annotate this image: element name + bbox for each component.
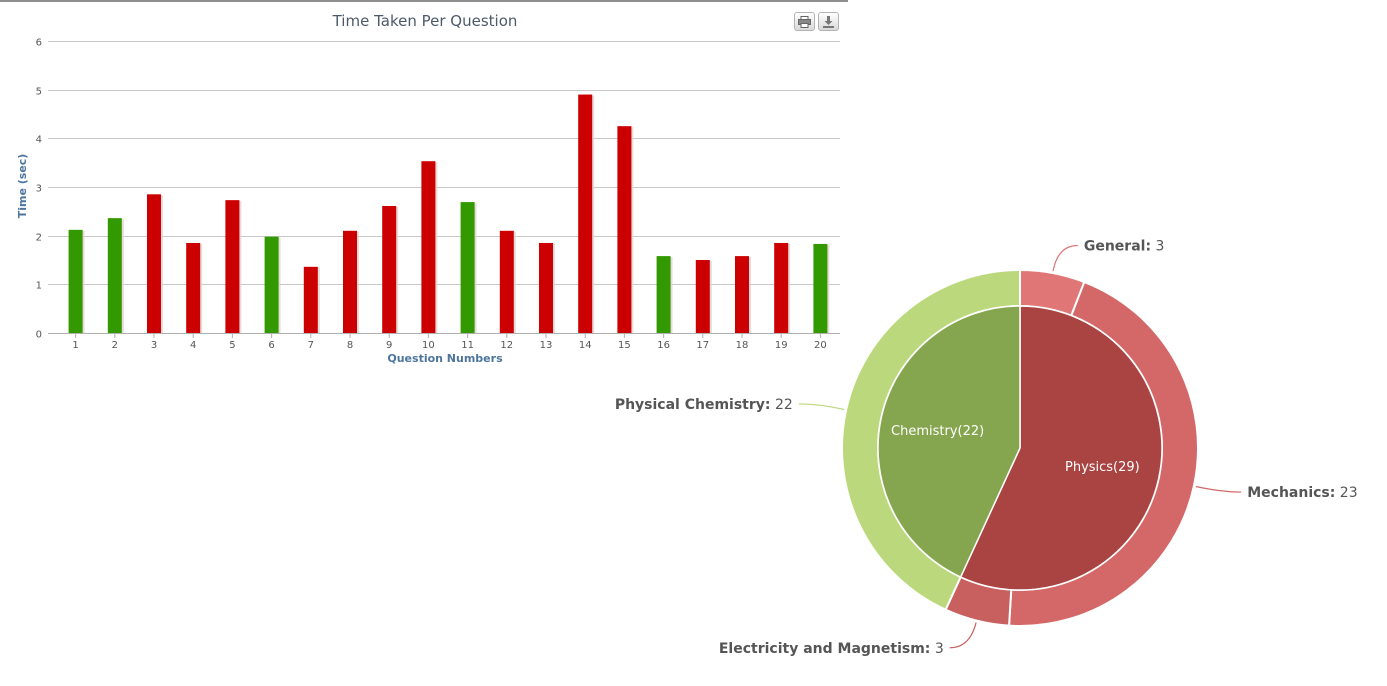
x-tick-label: 19 — [775, 340, 788, 351]
bar-question-2[interactable] — [107, 218, 122, 333]
x-tick-label: 12 — [500, 340, 513, 351]
x-tick-label: 2 — [112, 340, 118, 351]
chart-top-border — [0, 0, 848, 2]
bar-question-9[interactable] — [382, 205, 397, 333]
pie-outer-label: Mechanics: 23 — [1247, 485, 1357, 501]
x-tick-label: 18 — [736, 340, 749, 351]
x-tick-label: 14 — [579, 340, 592, 351]
y-tick-label: 2 — [36, 233, 42, 244]
bar-question-19[interactable] — [774, 242, 789, 333]
pie-label-connector — [798, 403, 845, 411]
bar-question-17[interactable] — [695, 260, 710, 333]
x-tick-label: 13 — [540, 340, 553, 351]
bar-question-11[interactable] — [460, 202, 475, 333]
bar-question-20[interactable] — [813, 243, 828, 333]
pie-outer-label: Physical Chemistry: 22 — [615, 397, 793, 413]
x-tick-label: 10 — [422, 340, 435, 351]
pie-outer-label: Electricity and Magnetism: 3 — [719, 641, 944, 657]
x-tick-label: 6 — [268, 340, 274, 351]
pie-label-connector — [1052, 244, 1078, 272]
bar-question-16[interactable] — [656, 256, 671, 333]
x-tick-label: 9 — [386, 340, 392, 351]
x-tick-label: 17 — [696, 340, 709, 351]
y-tick-label: 1 — [36, 281, 42, 292]
subject-breakdown-pie-chart: Physics(29) Chemistry(22) General: 3 Mechan… — [615, 239, 1358, 657]
y-tick-label: 4 — [36, 135, 42, 146]
bar-question-14[interactable] — [578, 94, 593, 334]
pie-inner-slice-physics[interactable] — [959, 305, 1163, 591]
bar-question-5[interactable] — [225, 200, 240, 333]
bar-question-13[interactable] — [539, 242, 553, 333]
download-icon — [823, 15, 834, 28]
bar-chart-title: Time Taken Per Question — [332, 12, 518, 30]
bar-question-6[interactable] — [264, 236, 279, 333]
x-tick-label: 20 — [814, 340, 827, 351]
pie-inner-ring — [877, 305, 1163, 591]
bar-question-8[interactable] — [343, 230, 357, 333]
x-tick-label: 16 — [657, 340, 670, 351]
bar-chart-x-axis-title: Question Numbers — [387, 352, 503, 365]
pie-inner-slice-chemistry[interactable] — [877, 305, 1021, 578]
bar-question-18[interactable] — [735, 256, 749, 333]
x-tick-label: 1 — [72, 340, 78, 351]
y-tick-label: 6 — [36, 38, 42, 49]
pie-label-connector — [1195, 485, 1242, 493]
x-tick-label: 3 — [151, 340, 157, 351]
pie-inner-label: Physics(29) — [1065, 460, 1140, 475]
pie-labels: Physics(29) Chemistry(22) General: 3 Mechan… — [615, 239, 1358, 657]
bar-chart-y-axis-title: Time (sec) — [16, 154, 29, 219]
export-chart-button[interactable] — [818, 12, 839, 31]
bar-question-7[interactable] — [303, 266, 318, 333]
bar-question-4[interactable] — [186, 242, 201, 333]
bar-question-15[interactable] — [617, 126, 632, 334]
x-tick-label: 8 — [347, 340, 353, 351]
y-tick-label: 0 — [36, 330, 42, 341]
pie-label-connector — [949, 622, 977, 649]
x-tick-label: 4 — [190, 340, 196, 351]
y-tick-label: 3 — [36, 184, 42, 195]
bar-question-3[interactable] — [147, 194, 161, 333]
bar-question-12[interactable] — [499, 230, 514, 333]
x-tick-label: 5 — [229, 340, 235, 351]
bar-question-10[interactable] — [421, 161, 436, 333]
print-chart-button[interactable] — [794, 12, 815, 31]
pie-outer-label: General: 3 — [1084, 239, 1165, 255]
y-tick-label: 5 — [36, 87, 42, 98]
pie-inner-label: Chemistry(22) — [891, 424, 984, 439]
x-tick-label: 7 — [308, 340, 314, 351]
printer-icon — [798, 15, 811, 28]
bar-question-1[interactable] — [68, 229, 83, 333]
bar-chart-bars — [68, 94, 830, 334]
x-tick-label: 11 — [461, 340, 474, 351]
x-tick-label: 15 — [618, 340, 631, 351]
